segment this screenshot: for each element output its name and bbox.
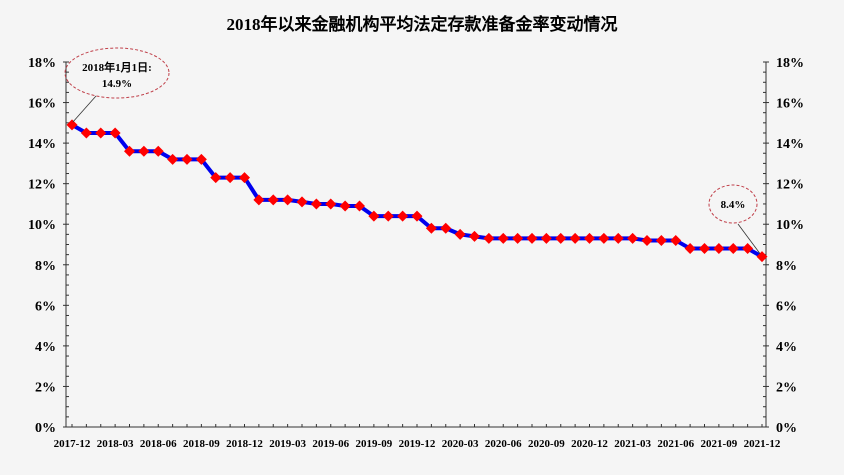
data-point-marker (756, 251, 768, 263)
x-tick-label: 2021-09 (701, 438, 738, 450)
data-point-marker (425, 222, 437, 234)
data-point-marker (339, 200, 351, 212)
x-tick-label: 2018-03 (97, 438, 134, 450)
data-point-marker (526, 232, 538, 244)
callout-leader-start (72, 95, 97, 123)
x-tick-label: 2020-03 (442, 438, 479, 450)
data-point-marker (325, 198, 337, 210)
right-y-tick-label: 16% (776, 97, 804, 112)
x-tick-label: 2019-03 (269, 438, 306, 450)
x-tick-label: 2021-12 (744, 438, 781, 450)
callout-leader-end (737, 223, 761, 254)
callouts: 2018年1月1日: 14.9% 8.4% (64, 47, 761, 254)
x-tick-label: 2018-09 (183, 438, 220, 450)
callout-end-text: 8.4% (721, 199, 746, 211)
x-tick-label: 2019-06 (312, 438, 349, 450)
x-tick-label: 2020-09 (528, 438, 565, 450)
data-point-marker (382, 210, 394, 222)
data-point-marker (727, 243, 739, 255)
left-y-tick-label: 8% (35, 259, 56, 274)
right-y-tick-label: 6% (776, 299, 797, 314)
data-point-marker (167, 153, 179, 165)
callout-start-line1: 2018年1月1日: (82, 60, 152, 74)
right-y-tick-label: 8% (776, 259, 797, 274)
data-point-marker (483, 232, 495, 244)
right-y-tick-label: 18% (776, 56, 804, 71)
x-tick-label: 2019-09 (356, 438, 393, 450)
data-point-marker (684, 243, 696, 255)
left-y-tick-label: 12% (28, 178, 56, 193)
data-point-marker (181, 153, 193, 165)
data-point-marker (397, 210, 409, 222)
data-point-marker (584, 232, 595, 244)
left-y-tick-label: 18% (28, 56, 56, 71)
x-tick-label: 2018-06 (140, 438, 177, 450)
axes: 0% 0% 2% 2% 4% 4% 6% 6% 8% 8% 10% 10% 12% 12% 14% 14% 16… (28, 56, 804, 450)
data-point-marker (540, 232, 552, 244)
data-point-marker (310, 198, 322, 210)
data-point-marker (713, 243, 725, 255)
right-y-tick-label: 0% (776, 421, 797, 436)
x-tick-label: 2020-12 (571, 438, 608, 450)
data-point-marker (95, 127, 107, 139)
right-y-tick-label: 2% (776, 380, 797, 395)
data-point-marker (411, 210, 423, 222)
chart-title: 2018年以来金融机构平均法定存款准备金率变动情况 (226, 15, 618, 34)
data-point-marker (655, 234, 667, 246)
data-point-marker (512, 232, 524, 244)
right-y-tick-label: 4% (776, 340, 797, 355)
plot-area (66, 119, 768, 263)
x-tick-label: 2017-12 (54, 438, 91, 450)
data-point-marker (670, 234, 682, 246)
series-line (71, 123, 763, 259)
data-point-marker (195, 153, 207, 165)
left-y-tick-label: 6% (35, 299, 56, 314)
data-point-marker (612, 232, 624, 244)
data-point-marker (497, 232, 509, 244)
data-point-marker (627, 232, 639, 244)
data-point-marker (138, 145, 150, 157)
x-tick-label: 2021-03 (614, 438, 651, 450)
data-point-marker (742, 243, 754, 255)
data-point-marker (282, 194, 294, 206)
data-point-marker (210, 172, 222, 184)
left-y-tick-label: 10% (28, 218, 56, 233)
right-y-tick-label: 12% (776, 178, 804, 193)
data-point-marker (224, 172, 236, 184)
data-point-marker (469, 230, 480, 242)
left-y-tick-label: 2% (35, 380, 56, 395)
right-y-tick-label: 10% (776, 218, 804, 233)
data-point-marker (368, 210, 380, 222)
data-point-marker (598, 232, 610, 244)
data-point-marker (267, 194, 279, 206)
left-y-tick-label: 4% (35, 340, 56, 355)
data-point-marker (152, 145, 164, 157)
data-point-marker (440, 222, 452, 234)
data-point-marker (124, 145, 135, 157)
left-y-tick-label: 16% (28, 97, 56, 112)
data-point-marker (641, 234, 653, 246)
x-tick-label: 2020-06 (485, 438, 522, 450)
data-point-marker (66, 119, 78, 131)
data-point-marker (80, 127, 92, 139)
callout-ellipse-start (64, 47, 170, 99)
callout-start-line2: 14.9% (102, 78, 132, 90)
x-tick-label: 2021-06 (657, 438, 694, 450)
data-point-marker (296, 196, 308, 208)
data-point-marker (253, 194, 265, 206)
data-point-marker (239, 172, 250, 184)
x-tick-label: 2019-12 (399, 438, 436, 450)
left-y-tick-label: 0% (35, 421, 56, 436)
callout-ellipse-end (708, 184, 758, 224)
right-y-tick-label: 14% (776, 137, 804, 152)
x-tick-label: 2018-12 (226, 438, 263, 450)
left-y-tick-label: 14% (28, 137, 56, 152)
data-point-marker (454, 228, 466, 240)
data-point-marker (354, 200, 365, 212)
data-point-marker (569, 232, 581, 244)
data-point-marker (555, 232, 567, 244)
data-point-marker (699, 243, 710, 255)
data-point-marker (109, 127, 121, 139)
